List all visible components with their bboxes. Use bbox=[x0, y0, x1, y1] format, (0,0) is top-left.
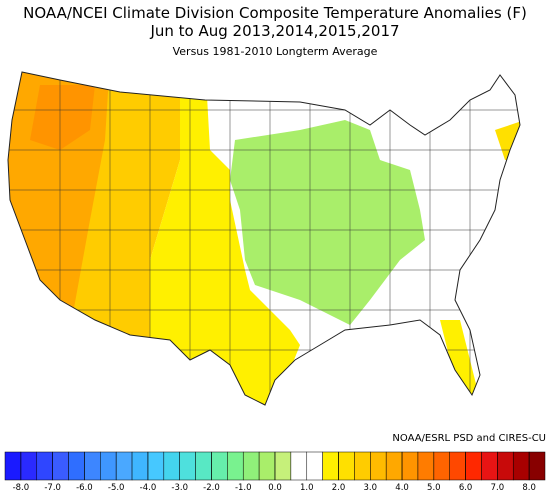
tick-label: 4.0 bbox=[395, 483, 409, 492]
tick-label: -2.0 bbox=[203, 483, 220, 492]
color-box bbox=[338, 451, 355, 481]
tick-label: -7.0 bbox=[44, 483, 61, 492]
tick-label: 3.0 bbox=[364, 483, 378, 492]
subtitle: Jun to Aug 2013,2014,2015,2017 bbox=[149, 22, 399, 40]
tick-label: 6.0 bbox=[459, 483, 473, 492]
tick-label: -8.0 bbox=[13, 483, 30, 492]
color-box bbox=[163, 451, 180, 481]
tick-label: -3.0 bbox=[171, 483, 188, 492]
color-box bbox=[227, 451, 244, 481]
color-box bbox=[401, 451, 419, 481]
color-box bbox=[4, 451, 22, 481]
color-box bbox=[385, 451, 403, 481]
color-box bbox=[481, 451, 498, 481]
color-box bbox=[147, 451, 165, 481]
color-box bbox=[115, 451, 133, 481]
color-box bbox=[131, 451, 149, 481]
color-box bbox=[528, 451, 546, 481]
tick-label: 2.0 bbox=[332, 483, 346, 492]
color-box bbox=[306, 451, 323, 481]
color-box bbox=[290, 451, 308, 481]
color-box bbox=[417, 451, 435, 481]
tick-label: 5.0 bbox=[427, 483, 441, 492]
color-box bbox=[465, 451, 482, 481]
color-box bbox=[195, 451, 212, 481]
color-box bbox=[242, 451, 260, 481]
division-lines bbox=[8, 72, 520, 405]
color-box bbox=[258, 451, 276, 481]
color-box bbox=[68, 451, 85, 481]
color-box bbox=[433, 451, 450, 481]
tick-label: -1.0 bbox=[235, 483, 252, 492]
tick-label: -4.0 bbox=[140, 483, 157, 492]
region-deep-orange bbox=[30, 85, 95, 150]
tick-label: 7.0 bbox=[491, 483, 505, 492]
color-box bbox=[449, 451, 466, 481]
tick-label: 8.0 bbox=[522, 483, 536, 492]
color-box bbox=[274, 451, 292, 481]
colorbar: -8.0 -7.0 -6.0 -5.0 -4.0 -3.0 -2.0 -1.0 0.0 1.0 2.… bbox=[4, 451, 546, 492]
color-box bbox=[497, 451, 514, 481]
baseline: Versus 1981-2010 Longterm Average bbox=[173, 45, 378, 58]
color-box bbox=[370, 451, 387, 481]
tick-label: 1.0 bbox=[300, 483, 314, 492]
map bbox=[8, 72, 520, 405]
color-box bbox=[100, 451, 117, 481]
color-box bbox=[52, 451, 69, 481]
color-box bbox=[322, 451, 339, 481]
tick-label: -6.0 bbox=[76, 483, 93, 492]
color-box bbox=[36, 451, 53, 481]
tick-label: 0.0 bbox=[268, 483, 282, 492]
color-box bbox=[84, 451, 101, 481]
credit: NOAA/ESRL PSD and CIRES-CU bbox=[392, 433, 546, 444]
color-box bbox=[512, 451, 530, 481]
color-box bbox=[211, 451, 228, 481]
color-box bbox=[20, 451, 38, 481]
tick-label: -5.0 bbox=[108, 483, 125, 492]
color-box bbox=[179, 451, 196, 481]
region-green bbox=[230, 120, 425, 325]
title: NOAA/NCEI Climate Division Composite Tem… bbox=[23, 4, 527, 22]
color-box bbox=[354, 451, 371, 481]
